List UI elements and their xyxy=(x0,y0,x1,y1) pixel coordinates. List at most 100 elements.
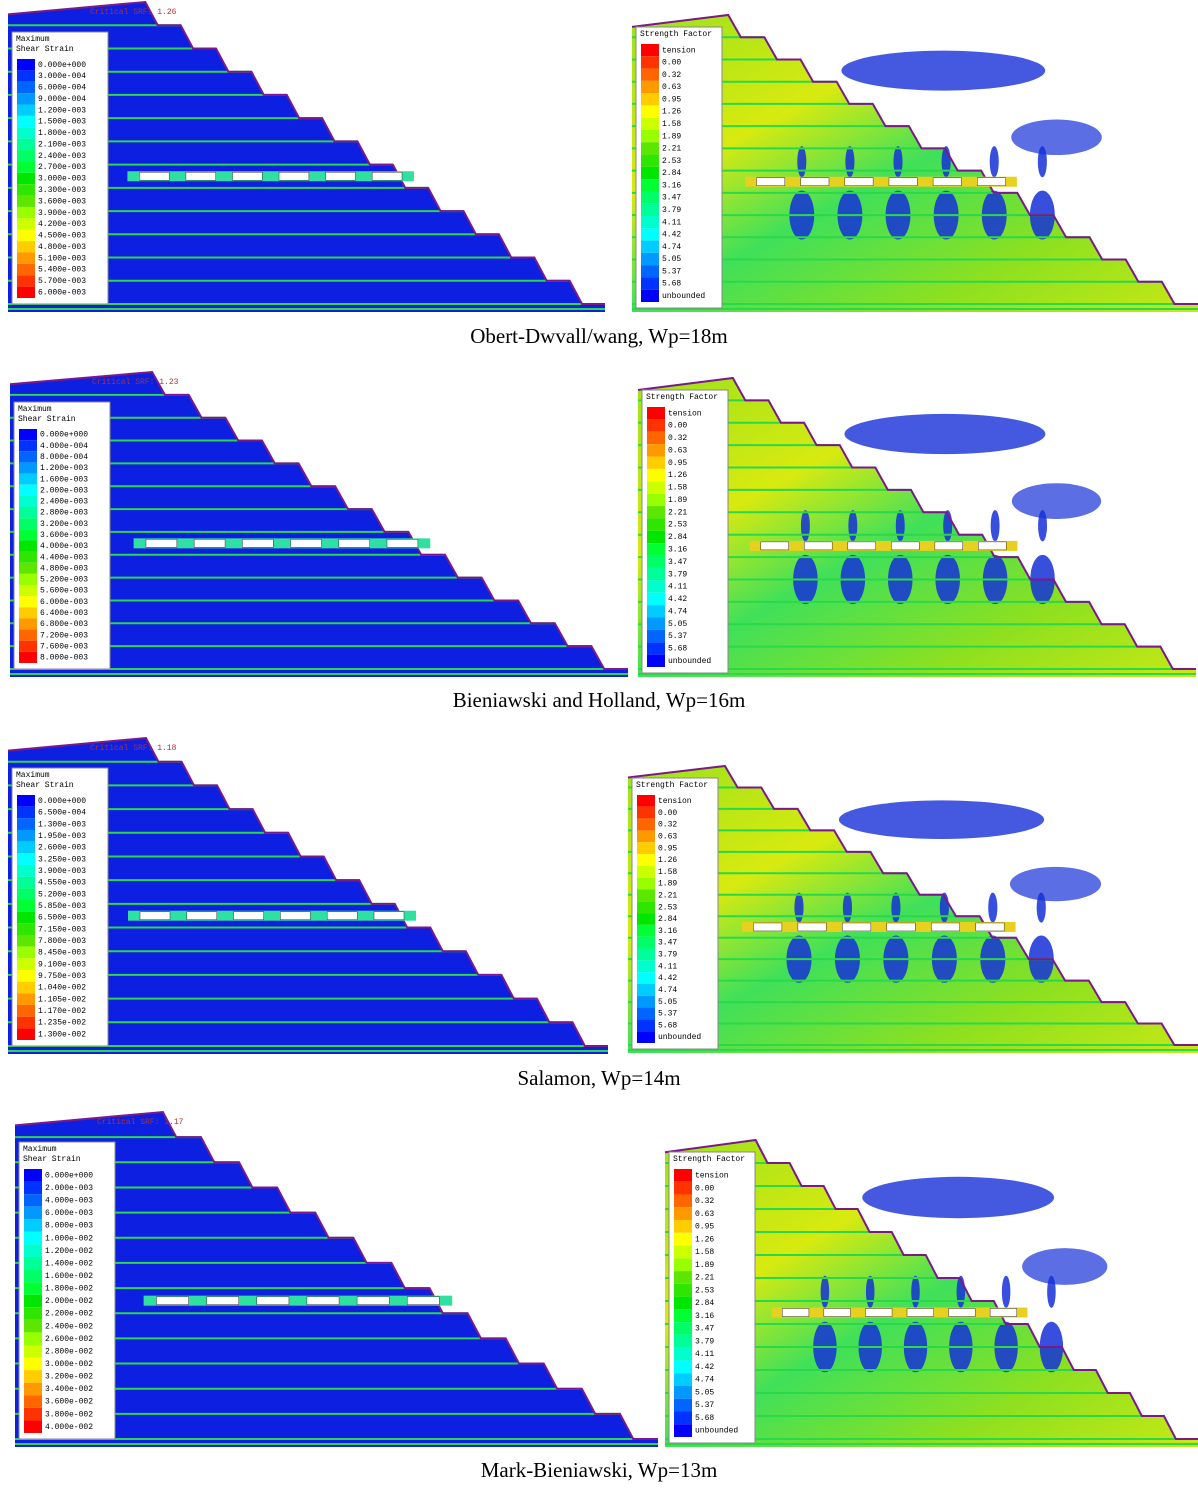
legend-label: 2.53 xyxy=(662,157,681,166)
legend-label: 0.95 xyxy=(668,459,687,468)
legend-swatch xyxy=(17,1005,35,1017)
legend-label: 3.600e-002 xyxy=(45,1398,93,1407)
legend-label: 4.000e-003 xyxy=(45,1197,93,1206)
legend-swatch xyxy=(24,1295,42,1308)
legend-label: 2.21 xyxy=(658,891,677,900)
low-strength-zone xyxy=(896,510,905,541)
legend-label: 8.000e-003 xyxy=(45,1222,93,1231)
legend-label: 0.32 xyxy=(658,821,677,830)
legend-swatch xyxy=(647,568,665,580)
legend-label: 1.105e-002 xyxy=(38,995,86,1004)
legend-label: 3.79 xyxy=(658,951,677,960)
legend-swatch xyxy=(24,1370,42,1383)
opening xyxy=(990,1309,1017,1317)
legend-label: unbounded xyxy=(695,1427,738,1436)
low-strength-zone xyxy=(866,1276,875,1308)
legend-swatch xyxy=(641,228,659,240)
legend-label: 8.000e-004 xyxy=(40,453,88,462)
legend-swatch xyxy=(24,1320,42,1333)
legend-label: 7.800e-003 xyxy=(38,937,86,946)
legend-swatch xyxy=(17,82,35,93)
legend-label: 1.26 xyxy=(695,1235,714,1244)
legend-swatch xyxy=(19,596,37,607)
legend-swatch xyxy=(637,1031,655,1043)
opening xyxy=(387,539,418,547)
legend-swatch xyxy=(647,617,665,629)
legend-swatch xyxy=(17,93,35,104)
legend-swatch xyxy=(674,1399,692,1412)
low-strength-zone xyxy=(794,893,803,923)
legend-label: 6.000e-003 xyxy=(45,1209,93,1218)
critical-srf: Critical SRF: 1.18 xyxy=(90,744,177,753)
legend-swatch xyxy=(19,630,37,641)
legend-swatch xyxy=(17,877,35,889)
legend-label: 4.74 xyxy=(668,607,687,616)
legend-label: 1.89 xyxy=(658,880,677,889)
legend-label: 3.47 xyxy=(658,939,677,948)
legend-swatch xyxy=(24,1232,42,1245)
legend-swatch xyxy=(19,440,37,451)
legend-label: 3.16 xyxy=(662,181,681,190)
legend-title: Maximum xyxy=(18,405,52,414)
legend-label: 5.37 xyxy=(658,1010,677,1019)
legend-swatch xyxy=(24,1345,42,1358)
low-strength-zone xyxy=(1002,1276,1011,1308)
legend-swatch xyxy=(647,531,665,543)
legend-swatch xyxy=(19,518,37,529)
legend-label: 5.68 xyxy=(658,1021,677,1030)
legend-label: 4.800e-003 xyxy=(38,243,86,252)
legend-swatch xyxy=(637,866,655,878)
legend-swatch xyxy=(641,44,659,56)
legend-swatch xyxy=(637,842,655,854)
legend-swatch xyxy=(674,1386,692,1399)
legend-label: 1.58 xyxy=(662,120,681,129)
legend-label: 1.400e-002 xyxy=(45,1259,93,1268)
legend-swatch xyxy=(637,1019,655,1031)
legend-label: 0.000e+000 xyxy=(40,431,88,440)
legend-swatch xyxy=(647,469,665,481)
legend-label: 3.200e-002 xyxy=(45,1373,93,1382)
legend-label: 1.26 xyxy=(668,471,687,480)
legend-label: 2.84 xyxy=(662,169,681,178)
low-strength-zone xyxy=(841,51,1045,91)
opening xyxy=(848,542,876,550)
opening xyxy=(374,912,404,920)
legend-label: 0.95 xyxy=(695,1223,714,1232)
legend-label: 4.000e-003 xyxy=(40,542,88,551)
legend-label: 5.200e-003 xyxy=(40,576,88,585)
legend-label: 2.100e-003 xyxy=(38,140,86,149)
legend-label: 7.200e-003 xyxy=(40,631,88,640)
legend-label: 3.600e-003 xyxy=(38,197,86,206)
legend-label: 2.84 xyxy=(695,1299,714,1308)
opening xyxy=(931,923,960,931)
legend-label: 3.800e-002 xyxy=(45,1410,93,1419)
legend-swatch xyxy=(19,496,37,507)
legend-label: 1.200e-003 xyxy=(38,106,86,115)
legend-label: 4.800e-003 xyxy=(40,564,88,573)
legend-swatch xyxy=(674,1195,692,1208)
legend-swatch xyxy=(674,1297,692,1310)
opening xyxy=(757,178,785,186)
figure: MaximumShear Strain0.000e+0003.000e-0046… xyxy=(0,0,1198,1493)
legend-label: 1.26 xyxy=(662,108,681,117)
legend-label: 1.58 xyxy=(695,1248,714,1257)
legend-label: 0.32 xyxy=(668,434,687,443)
opening xyxy=(326,172,356,180)
opening xyxy=(232,172,262,180)
legend-swatch xyxy=(19,552,37,563)
legend-label: 2.400e-003 xyxy=(40,498,88,507)
legend-swatch xyxy=(647,494,665,506)
low-strength-zone xyxy=(911,1276,920,1308)
legend-swatch xyxy=(647,444,665,456)
legend-swatch xyxy=(674,1182,692,1195)
legend-swatch xyxy=(24,1383,42,1396)
critical-srf: Critical SRF: 1.26 xyxy=(90,8,177,17)
legend-swatch xyxy=(637,830,655,842)
pillar-row xyxy=(144,1296,453,1306)
legend-swatch xyxy=(647,457,665,469)
legend-swatch xyxy=(647,481,665,493)
legend-label: tension xyxy=(662,46,696,55)
legend-swatch xyxy=(19,652,37,663)
opening xyxy=(407,1297,439,1305)
legend-label: 2.000e-002 xyxy=(45,1297,93,1306)
